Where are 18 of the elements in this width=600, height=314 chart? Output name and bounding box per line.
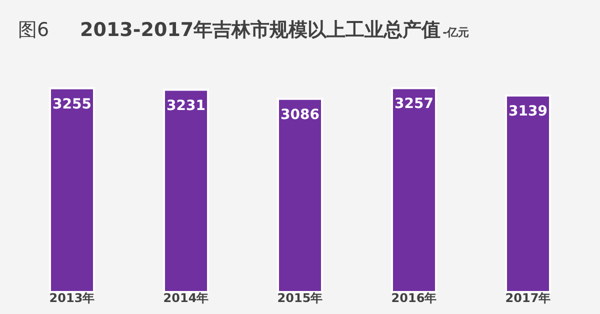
x-tick-label: 2017年 [505,291,551,305]
x-tick-label: 2014年 [163,291,209,305]
x-tick-label: 2013年 [49,291,95,305]
x-tick-label: 2015年 [277,291,323,305]
bar [391,87,437,293]
bar [277,98,323,293]
data-label: 3257 [394,96,434,112]
data-label: 3231 [166,98,206,114]
chart-subtitle: -亿元 [442,26,470,39]
data-label: 3255 [52,96,92,112]
x-tick-label: 2016年 [391,291,437,305]
caption: 图6 [18,19,50,41]
data-label: 3086 [280,106,320,123]
bar [49,87,95,293]
data-label: 3139 [508,104,548,120]
chart-title: 2013-2017年吉林市规模以上工业总产值 [80,19,441,41]
bar [163,88,209,293]
bar [505,94,551,293]
